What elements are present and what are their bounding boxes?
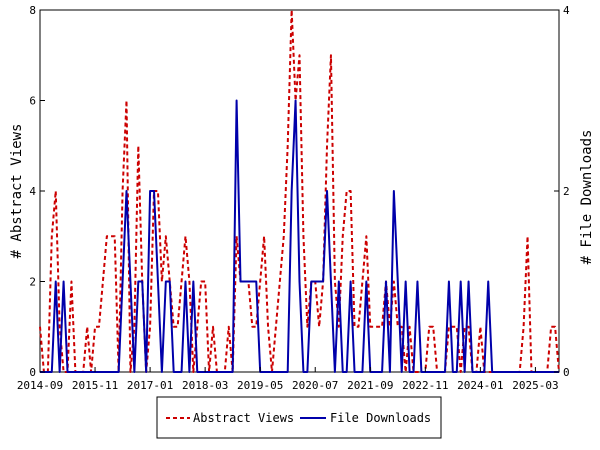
y-left-tick-label-3: 6 <box>29 95 36 108</box>
x-tick-label-1: 2015-11 <box>72 379 118 392</box>
y-left-axis-label: # Abstract Views <box>9 124 25 259</box>
x-tick-label-9: 2025-03 <box>512 379 558 392</box>
series-line-abstract-views <box>39 9 560 373</box>
series-line-file-downloads <box>40 99 559 373</box>
y-right-tick-label-0: 0 <box>563 366 570 379</box>
y-left-tick-label-0: 0 <box>29 366 36 379</box>
y-right-tick-label-1: 2 <box>563 185 570 198</box>
y-right-axis-label: # File Downloads <box>579 130 595 265</box>
x-tick-label-2: 2017-01 <box>127 379 173 392</box>
x-tick-label-5: 2020-07 <box>292 379 338 392</box>
legend-label-abstract-views: Abstract Views <box>193 411 294 425</box>
x-tick-label-8: 2024-01 <box>457 379 503 392</box>
legend-box <box>156 396 442 439</box>
x-tick-label-0: 2014-09 <box>17 379 63 392</box>
x-tick-label-3: 2018-03 <box>182 379 228 392</box>
series-layer <box>39 9 560 373</box>
legend-label-file-downloads: File Downloads <box>330 411 431 425</box>
y-left-tick-label-2: 4 <box>29 185 36 198</box>
x-tick-label-4: 2019-05 <box>237 379 283 392</box>
x-tick-label-6: 2021-09 <box>347 379 393 392</box>
axis-layer: 2014-09 2015-11 2017-01 2018-03 2019-05 2020-… <box>17 4 570 392</box>
legend: Abstract Views File Downloads <box>156 396 442 439</box>
y-right-tick-label-2: 4 <box>563 4 570 17</box>
y-left-tick-label-1: 2 <box>29 276 36 289</box>
y-left-tick-label-4: 8 <box>29 4 36 17</box>
x-tick-label-7: 2022-11 <box>402 379 448 392</box>
